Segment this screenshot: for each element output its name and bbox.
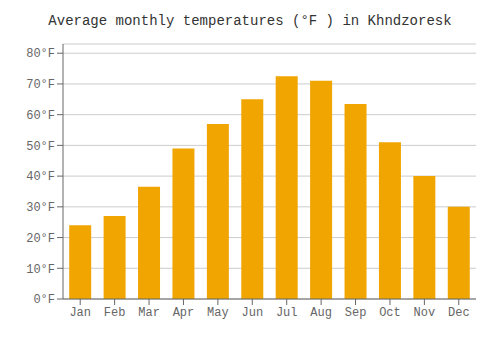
svg-text:Feb: Feb — [104, 306, 126, 320]
svg-text:Sep: Sep — [345, 306, 367, 320]
svg-text:0°F: 0°F — [33, 293, 55, 307]
svg-text:20°F: 20°F — [26, 232, 55, 246]
svg-text:Jul: Jul — [276, 306, 298, 320]
svg-text:Dec: Dec — [448, 306, 470, 320]
html-text:Average monthly temperatures (: Average monthly temperatures (°F ) in Kh… — [48, 13, 452, 29]
svg-text:Jun: Jun — [241, 306, 263, 320]
svg-text:Aug: Aug — [310, 306, 332, 320]
svg-text:Apr: Apr — [173, 306, 195, 320]
svg-text:40°F: 40°F — [26, 170, 55, 184]
svg-text:80°F: 80°F — [26, 47, 55, 61]
svg-text:60°F: 60°F — [26, 109, 55, 123]
svg-text:70°F: 70°F — [26, 78, 55, 92]
svg-text:Nov: Nov — [414, 306, 436, 320]
svg-text:50°F: 50°F — [26, 140, 55, 154]
svg-text:Jan: Jan — [69, 306, 91, 320]
svg-text:30°F: 30°F — [26, 201, 55, 215]
svg-text:Mar: Mar — [138, 306, 160, 320]
svg-text:May: May — [207, 306, 229, 320]
svg-text:Oct: Oct — [379, 306, 401, 320]
svg-text:10°F: 10°F — [26, 263, 55, 277]
